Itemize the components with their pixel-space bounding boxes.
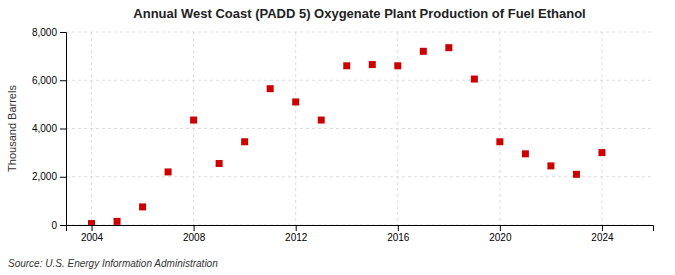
chart: 2004 2008 2012 2016 2020 2024 0 2,000 4,000 6,000… [0,0,675,275]
point [471,76,478,83]
grid-line [66,32,653,33]
point [216,160,223,167]
point [267,85,274,92]
tick-label: 2,000 [32,171,57,182]
point [522,150,529,157]
source-note: Source: U.S. Energy Information Administ… [8,258,218,269]
point [241,138,248,145]
tick: 2020 [489,225,512,243]
point [369,61,376,68]
tick-mark [194,225,195,231]
plot: 2004 2008 2012 2016 2020 2024 0 2,000 4,000 6,000… [32,27,654,243]
point [292,98,299,105]
tick-label: 6,000 [32,75,57,86]
grid-line [66,80,653,81]
tick: 2024 [591,225,614,243]
x-axis: 2004 2008 2012 2016 2020 2024 [67,225,654,243]
tick-label: 2024 [591,232,614,243]
axis-line [60,33,67,226]
axis-line [67,226,654,232]
tick: 2012 [285,225,308,243]
tick-mark [398,225,399,231]
tick-mark [92,225,93,231]
point [394,62,401,69]
tick-label: 0 [51,220,57,231]
point [318,117,325,124]
tick-mark [60,225,66,226]
tick-mark [60,32,66,33]
tick-label: 2008 [183,232,206,243]
grid [66,32,653,225]
tick-mark [296,225,297,231]
point [190,117,197,124]
tick-label: 4,000 [32,123,57,134]
tick: 2,000 [32,171,66,182]
title: Annual West Coast (PADD 5) Oxygenate Pla… [133,6,585,21]
points [88,44,605,225]
tick: 2004 [81,225,104,243]
tick-label: 2004 [81,232,104,243]
point [445,44,452,51]
tick: 2016 [387,225,410,243]
grid-line [66,128,653,129]
point [496,138,503,145]
tick-mark [500,225,501,231]
tick-label: 2020 [489,232,512,243]
tick: 8,000 [32,27,66,38]
tick-label: 8,000 [32,27,57,38]
point [88,220,95,225]
tick-mark [602,225,603,231]
point [573,171,580,178]
tick: 2008 [183,225,206,243]
point [598,149,605,156]
tick: 4,000 [32,123,66,134]
y-axis: 0 2,000 4,000 6,000 8,000 [32,27,67,231]
tick: 6,000 [32,75,66,86]
point [343,62,350,69]
tick-mark [60,129,66,130]
point [139,203,146,210]
point [165,168,172,175]
point [547,162,554,169]
tick-label: 2012 [285,232,308,243]
tick-mark [60,177,66,178]
grid-line [66,176,653,177]
tick-label: 2016 [387,232,410,243]
tick: 0 [51,220,66,231]
point [420,48,427,55]
point [114,218,121,225]
y-axis-title: Thousand Barrels [6,85,18,172]
tick-mark [60,80,66,81]
